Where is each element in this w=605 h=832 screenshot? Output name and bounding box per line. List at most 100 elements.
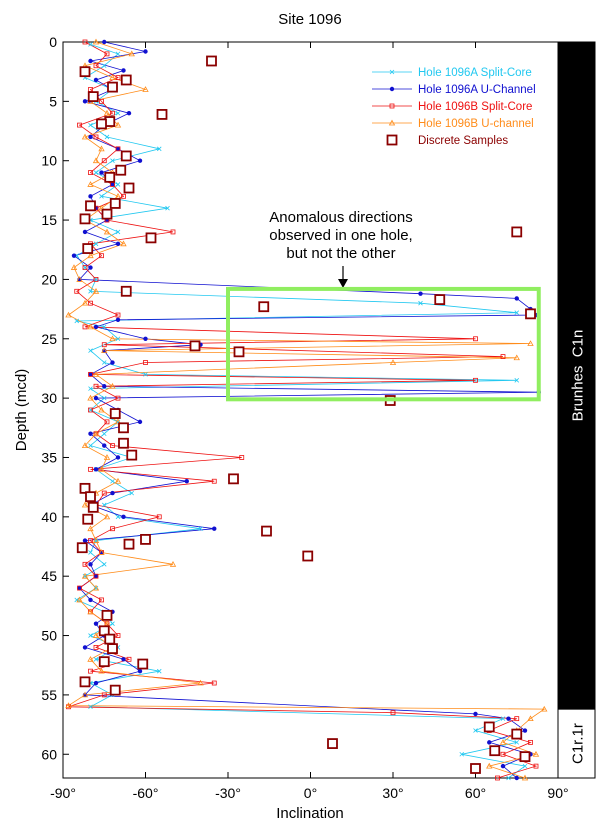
data-point — [101, 342, 107, 348]
data-point — [88, 371, 93, 377]
data-point — [121, 193, 126, 199]
data-point — [514, 296, 519, 301]
data-point — [499, 739, 507, 745]
data-point — [110, 490, 115, 496]
data-point — [93, 621, 99, 626]
annotation-bg — [258, 226, 428, 244]
data-point — [500, 716, 506, 721]
data-point — [258, 301, 270, 313]
data-point — [93, 395, 99, 401]
data-point — [114, 418, 122, 425]
annotation-bg — [258, 208, 428, 226]
data-point — [115, 229, 121, 235]
data-point — [104, 51, 110, 57]
y-tick-label: 0 — [49, 34, 57, 50]
plot-frame — [62, 41, 559, 779]
data-point — [87, 91, 99, 103]
annotation-bg — [258, 244, 428, 262]
data-point — [483, 721, 495, 733]
data-point — [110, 443, 115, 449]
data-point — [82, 645, 88, 650]
data-point — [115, 146, 121, 152]
data-point — [115, 336, 121, 342]
data-point — [206, 55, 217, 67]
data-point — [77, 122, 82, 128]
data-point — [126, 111, 132, 116]
data-point — [82, 538, 88, 543]
data-point — [137, 658, 149, 670]
data-point — [88, 538, 93, 543]
chron-label: Brunhes C1n — [570, 330, 587, 422]
data-point — [88, 597, 93, 603]
data-point — [92, 584, 100, 591]
data-point — [527, 715, 534, 722]
legend-label: Hole 1096A U-Channel — [418, 84, 536, 96]
chart-title: Site 1096 — [278, 11, 341, 28]
data-point — [143, 372, 148, 377]
data-point — [143, 336, 148, 341]
data-point — [101, 63, 107, 69]
data-point — [487, 740, 492, 745]
data-point — [137, 668, 143, 674]
data-point — [88, 372, 93, 377]
data-point — [514, 310, 520, 315]
data-point — [81, 133, 89, 140]
legend-label: Hole 1096B Split-Core — [418, 101, 532, 113]
data-point — [228, 473, 239, 485]
data-point — [82, 573, 88, 579]
data-point — [107, 643, 118, 655]
data-point — [514, 740, 520, 745]
data-point — [473, 728, 478, 733]
data-point — [81, 442, 89, 449]
data-point — [115, 146, 121, 152]
data-point — [521, 774, 529, 781]
data-point — [110, 526, 115, 532]
data-point — [115, 312, 121, 318]
data-point — [99, 194, 104, 199]
data-point — [65, 311, 72, 318]
series-line — [73, 41, 539, 779]
data-point — [98, 549, 105, 555]
data-point — [71, 253, 77, 258]
highlight-box — [226, 286, 541, 402]
y-tick-label: 30 — [41, 390, 57, 406]
data-point — [110, 110, 115, 116]
data-point — [87, 323, 94, 330]
data-point — [93, 241, 99, 247]
data-point — [88, 194, 93, 199]
data-point — [197, 679, 204, 686]
data-point — [389, 359, 397, 365]
data-point — [533, 763, 539, 769]
data-point — [92, 430, 100, 437]
data-point — [102, 39, 107, 45]
x-tick-label: -90° — [50, 785, 76, 801]
data-point — [88, 466, 93, 472]
data-point — [93, 77, 99, 83]
data-point — [165, 205, 170, 211]
data-point — [511, 226, 523, 238]
data-point — [93, 538, 99, 543]
data-point — [93, 134, 99, 140]
data-point — [120, 285, 132, 297]
data-point — [85, 491, 96, 503]
data-point — [88, 300, 93, 306]
data-point — [327, 738, 338, 749]
data-point — [110, 182, 115, 187]
data-point — [500, 763, 506, 769]
y-tick-label: 10 — [41, 153, 57, 169]
data-point — [88, 289, 93, 294]
x-tick-label: -60° — [133, 785, 159, 801]
data-point — [93, 585, 99, 591]
data-point — [459, 751, 465, 757]
data-point — [93, 573, 99, 579]
data-point — [82, 229, 88, 235]
data-point — [170, 229, 176, 235]
data-point — [93, 277, 99, 282]
annotation-arrowhead — [338, 279, 348, 288]
data-point — [137, 419, 143, 425]
legend-label: Hole 1096A Split-Core — [418, 67, 532, 79]
data-point — [93, 277, 99, 282]
data-point — [211, 478, 217, 484]
x-tick-label: 60° — [465, 785, 486, 801]
data-point — [473, 711, 478, 717]
